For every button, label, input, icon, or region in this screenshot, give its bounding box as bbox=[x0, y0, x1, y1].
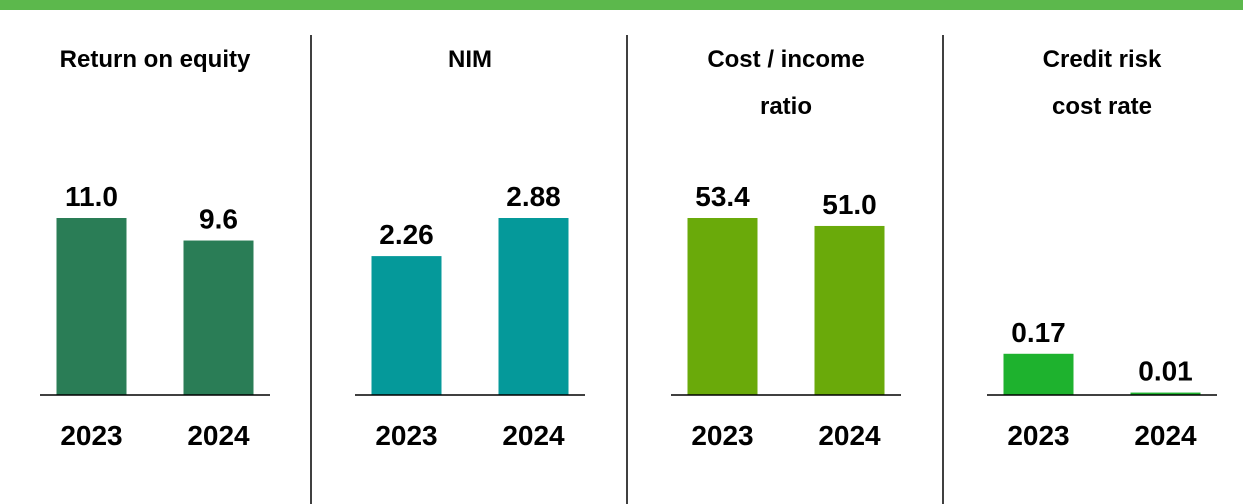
bar bbox=[814, 225, 885, 395]
value-label: 2.88 bbox=[506, 181, 561, 212]
bar bbox=[687, 218, 758, 395]
value-label: 51.0 bbox=[822, 189, 877, 220]
bar bbox=[1003, 353, 1074, 395]
chart-title: Return on equity bbox=[59, 46, 251, 73]
bar bbox=[498, 218, 569, 395]
x-tick-label: 2023 bbox=[375, 420, 437, 451]
x-tick-label: 2024 bbox=[187, 420, 250, 451]
x-tick-label: 2023 bbox=[60, 420, 122, 451]
x-tick-label: 2024 bbox=[818, 420, 881, 451]
bar bbox=[1130, 392, 1201, 395]
value-label: 0.01 bbox=[1138, 356, 1193, 387]
bar bbox=[371, 256, 442, 395]
bar bbox=[56, 218, 127, 395]
x-tick-label: 2023 bbox=[1007, 420, 1069, 451]
top-bar bbox=[0, 0, 1243, 10]
value-label: 9.6 bbox=[199, 204, 238, 235]
x-tick-label: 2023 bbox=[691, 420, 753, 451]
value-label: 53.4 bbox=[695, 181, 750, 212]
chart-title: Credit risk cost rate bbox=[1042, 46, 1162, 120]
bar bbox=[183, 240, 254, 395]
x-tick-label: 2024 bbox=[1134, 420, 1197, 451]
value-label: 0.17 bbox=[1011, 317, 1066, 348]
x-tick-label: 2024 bbox=[502, 420, 565, 451]
chart-title: Cost / income ratio bbox=[707, 46, 865, 120]
value-label: 2.26 bbox=[379, 219, 434, 250]
value-label: 11.0 bbox=[65, 181, 118, 212]
chart-title: NIM bbox=[448, 46, 492, 73]
